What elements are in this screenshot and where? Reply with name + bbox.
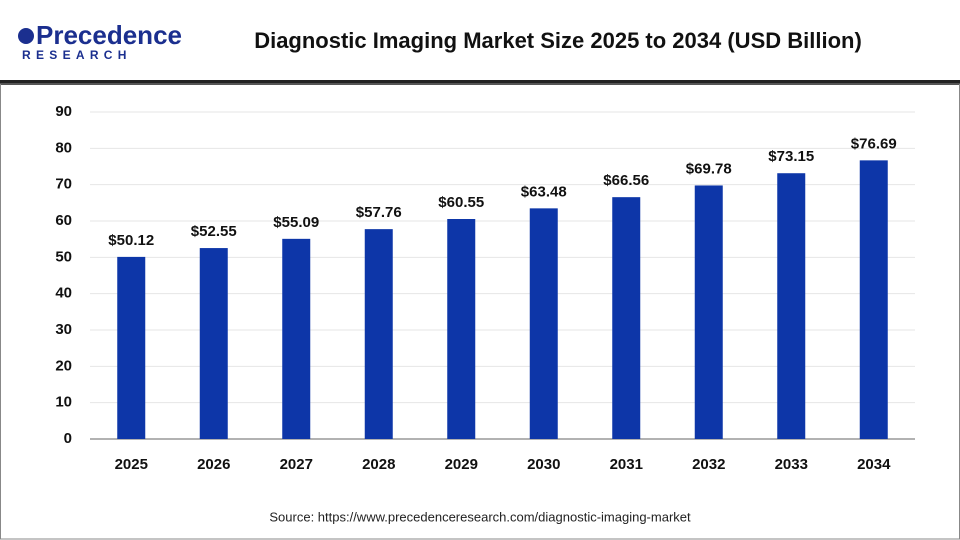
logo-name: Precedence [36,20,182,50]
value-label: $66.56 [603,172,649,189]
y-tick-label: 50 [55,248,72,265]
x-tick-label: 2027 [280,456,313,473]
bar [859,160,888,439]
value-label: $63.48 [521,183,567,200]
chart-title: Diagnostic Imaging Market Size 2025 to 2… [254,28,862,53]
x-tick-label: 2025 [115,456,148,473]
y-tick-label: 40 [55,285,72,302]
y-tick-label: 70 [55,176,72,193]
bar [777,173,806,439]
x-tick-label: 2029 [445,456,478,473]
y-tick-label: 0 [64,430,72,447]
bar [612,197,641,439]
bar [694,185,723,439]
y-tick-label: 20 [55,357,72,374]
header-rule [0,80,960,85]
logo-tagline: RESEARCH [22,48,132,62]
source: Source: https://www.precedenceresearch.c… [269,509,691,524]
x-tick-label: 2026 [197,456,230,473]
y-tick-label: 90 [55,103,72,120]
x-tick-label: 2030 [527,456,560,473]
y-tick-label: 10 [55,394,72,411]
x-tick-label: 2032 [692,456,725,473]
bar [364,229,393,439]
value-label: $69.78 [686,160,732,177]
bar [282,238,311,439]
value-label: $60.55 [438,194,484,211]
value-label: $73.15 [768,148,814,165]
x-tick-label: 2028 [362,456,395,473]
value-label: $50.12 [108,232,154,249]
value-label: $57.76 [356,204,402,221]
bar [447,219,476,439]
y-tick-label: 30 [55,321,72,338]
y-tick-label: 80 [55,139,72,156]
logo-icon [18,28,34,44]
value-label: $55.09 [273,214,319,231]
x-tick-label: 2033 [775,456,808,473]
bar [529,208,558,439]
value-label: $76.69 [851,135,897,152]
logo: Precedence RESEARCH [18,20,182,62]
x-tick-label: 2034 [857,456,891,473]
x-tick-label: 2031 [610,456,643,473]
y-tick-label: 60 [55,212,72,229]
bar [117,256,146,439]
value-label: $52.55 [191,223,237,240]
bar [199,248,228,439]
